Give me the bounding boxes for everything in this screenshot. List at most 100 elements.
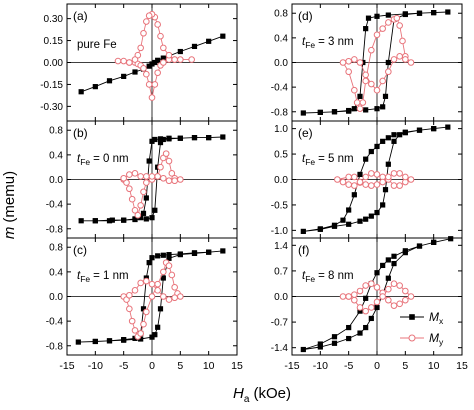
my-point bbox=[396, 300, 403, 308]
mx-point bbox=[149, 334, 155, 340]
my-point bbox=[351, 296, 358, 304]
my-point bbox=[126, 59, 133, 66]
mx-point bbox=[152, 207, 158, 213]
mx-point bbox=[106, 78, 113, 84]
mx-point bbox=[300, 110, 306, 116]
my-point bbox=[379, 25, 386, 32]
my-point bbox=[334, 176, 341, 183]
mx-point bbox=[155, 324, 161, 330]
mx-point bbox=[368, 315, 374, 322]
mx-point bbox=[138, 215, 144, 221]
mx-point bbox=[146, 63, 152, 69]
my-point bbox=[154, 69, 161, 77]
mx-point bbox=[160, 136, 166, 143]
my-point bbox=[157, 32, 164, 40]
my-point bbox=[390, 170, 398, 177]
legend-marker-circle bbox=[408, 334, 416, 342]
mx-point bbox=[92, 84, 98, 90]
mx-point bbox=[391, 260, 397, 267]
my-point bbox=[120, 57, 127, 65]
mx-point bbox=[391, 138, 397, 144]
my-point bbox=[165, 296, 173, 303]
my-point bbox=[373, 171, 381, 178]
thickness-subscript: Fe bbox=[305, 274, 315, 284]
my-point bbox=[362, 71, 369, 79]
my-point bbox=[148, 293, 156, 300]
x-axis-unit: (kOe) bbox=[253, 385, 291, 402]
my-point bbox=[407, 176, 415, 183]
my-point bbox=[373, 31, 381, 39]
mx-point bbox=[146, 158, 152, 164]
x-tick-label: -10 bbox=[313, 360, 328, 372]
my-point bbox=[188, 56, 195, 63]
y-tick-label: -0.8 bbox=[271, 107, 289, 118]
y-tick-label: 0.8 bbox=[49, 126, 63, 137]
y-tick-label: 0.5 bbox=[274, 150, 288, 161]
panel-label: (b) bbox=[73, 126, 88, 140]
mx-point bbox=[220, 33, 226, 39]
mx-point bbox=[155, 253, 161, 259]
my-point bbox=[171, 283, 178, 291]
my-point bbox=[339, 293, 347, 300]
my-point bbox=[351, 86, 358, 94]
mx-point bbox=[357, 171, 363, 178]
mx-point bbox=[374, 143, 380, 150]
thickness-subscript: Fe bbox=[80, 157, 90, 167]
x-tick-label: 0 bbox=[374, 360, 380, 372]
mx-point bbox=[397, 132, 403, 138]
mx-point bbox=[121, 73, 127, 79]
mx-point bbox=[380, 138, 386, 144]
panel-0: -0.30 -0.15 0.00 0.15 0.30 (a) pure Fe bbox=[40, 3, 238, 122]
my-point bbox=[177, 176, 184, 183]
my-point bbox=[143, 173, 150, 180]
my-point bbox=[390, 56, 398, 63]
mx-point bbox=[331, 334, 338, 340]
my-point bbox=[165, 262, 173, 270]
y-tick-label: 1.4 bbox=[274, 241, 288, 252]
my-point bbox=[402, 173, 409, 181]
mx-point bbox=[374, 106, 380, 112]
mx-point bbox=[121, 217, 127, 223]
mx-point bbox=[317, 109, 323, 115]
my-point bbox=[356, 59, 364, 66]
panel-annotation: tFe = 8 nm bbox=[302, 270, 354, 284]
my-point bbox=[145, 81, 153, 88]
mx-point bbox=[374, 209, 380, 216]
mx-point bbox=[220, 248, 226, 254]
my-point bbox=[154, 287, 161, 294]
mx-point bbox=[152, 332, 158, 338]
my-point bbox=[373, 86, 381, 94]
my-point bbox=[171, 294, 178, 302]
mx-point bbox=[149, 215, 155, 221]
mx-point bbox=[448, 236, 454, 242]
y-tick-label: 0.0 bbox=[274, 292, 288, 303]
my-point bbox=[379, 293, 386, 300]
mx-point bbox=[132, 216, 138, 222]
my-point bbox=[402, 287, 409, 295]
mx-point bbox=[109, 217, 115, 223]
mx-point bbox=[374, 304, 380, 311]
my-point bbox=[140, 188, 147, 196]
thickness-value: = 3 nm bbox=[318, 36, 353, 48]
my-point bbox=[143, 18, 150, 25]
mx-point bbox=[206, 135, 212, 141]
mx-point bbox=[385, 12, 391, 18]
y-tick-label: 0.0 bbox=[274, 58, 288, 69]
my-point bbox=[339, 178, 347, 186]
mx-point bbox=[220, 134, 226, 140]
mx-point bbox=[431, 126, 437, 132]
my-point bbox=[351, 291, 358, 298]
my-point bbox=[128, 317, 136, 325]
y-axis-symbol: m bbox=[1, 227, 18, 240]
thickness-subscript: Fe bbox=[305, 157, 315, 167]
my-point bbox=[362, 282, 369, 289]
my-point bbox=[345, 293, 352, 300]
y-tick-label: 1.0 bbox=[274, 124, 288, 135]
my-point bbox=[345, 57, 352, 65]
mx-point bbox=[317, 344, 323, 350]
mx-point bbox=[92, 338, 98, 345]
my-point bbox=[373, 181, 381, 188]
mx-point bbox=[382, 93, 389, 99]
mx-point bbox=[140, 210, 147, 216]
thickness-symbol: t bbox=[302, 36, 306, 48]
